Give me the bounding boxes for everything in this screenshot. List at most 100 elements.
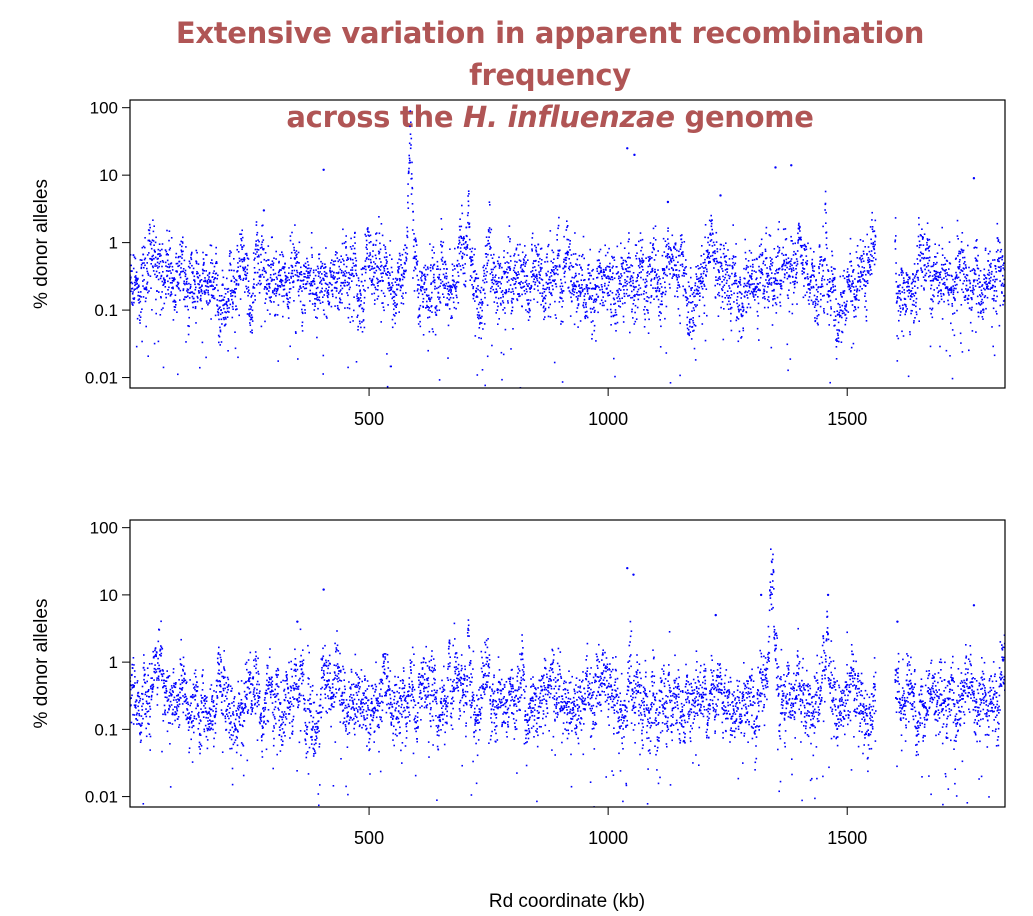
data-point	[690, 289, 692, 291]
data-point	[425, 307, 427, 309]
data-point	[955, 275, 958, 277]
data-point	[685, 299, 688, 302]
data-point	[558, 254, 560, 257]
data-point	[542, 284, 545, 287]
data-point	[860, 261, 863, 263]
data-point	[567, 251, 570, 254]
data-point	[787, 257, 790, 259]
data-point	[463, 272, 466, 275]
data-point	[499, 302, 502, 305]
data-point	[284, 262, 286, 265]
data-point	[932, 294, 934, 296]
data-point	[593, 306, 595, 309]
data-point	[665, 245, 667, 248]
data-point	[147, 355, 149, 357]
data-point	[380, 272, 382, 275]
data-point	[379, 280, 381, 282]
data-point	[677, 284, 679, 286]
data-point	[791, 303, 794, 306]
data-point	[802, 296, 805, 299]
data-point	[651, 270, 654, 272]
data-point	[465, 248, 467, 251]
data-point	[513, 253, 516, 255]
data-point	[191, 295, 194, 298]
data-point	[320, 290, 322, 292]
data-point	[908, 289, 911, 292]
data-point	[702, 277, 704, 280]
data-point	[986, 286, 989, 289]
data-point	[579, 295, 582, 297]
data-point	[786, 266, 788, 269]
data-point	[184, 269, 187, 272]
data-point	[549, 282, 551, 284]
data-point	[407, 183, 409, 185]
data-point	[385, 273, 388, 276]
data-point	[938, 290, 940, 292]
data-point	[336, 287, 338, 290]
data-point	[302, 279, 305, 281]
data-point	[826, 283, 828, 286]
data-point	[495, 288, 498, 290]
data-point	[472, 297, 475, 300]
data-point	[952, 293, 955, 295]
data-point	[329, 270, 331, 272]
data-point	[574, 284, 577, 287]
data-point	[279, 269, 281, 271]
data-point	[224, 316, 227, 319]
data-point	[329, 269, 331, 272]
data-point	[857, 281, 859, 283]
data-point	[822, 259, 825, 261]
data-point	[951, 289, 953, 292]
data-point	[967, 244, 969, 247]
data-point	[373, 261, 375, 263]
data-point	[280, 280, 282, 282]
data-point	[552, 288, 554, 291]
data-point	[813, 294, 816, 297]
data-point	[711, 245, 714, 247]
data-point	[685, 266, 687, 268]
data-point	[895, 281, 898, 283]
data-point	[390, 293, 392, 295]
data-point	[715, 279, 717, 281]
data-point	[852, 269, 855, 271]
data-point	[167, 254, 169, 256]
data-point	[341, 302, 343, 304]
data-point	[324, 282, 327, 285]
data-point	[778, 251, 780, 253]
data-point	[272, 264, 274, 266]
data-point	[855, 251, 858, 253]
data-point	[438, 379, 441, 381]
data-point	[490, 279, 493, 281]
data-point	[548, 286, 550, 289]
data-point	[210, 262, 212, 264]
data-point	[183, 280, 185, 283]
data-point	[306, 261, 309, 263]
data-point	[476, 314, 479, 316]
data-point	[636, 279, 639, 282]
data-point	[145, 286, 148, 289]
data-point	[796, 250, 799, 252]
data-point	[371, 255, 374, 258]
data-point	[385, 262, 388, 264]
data-point	[609, 268, 611, 271]
data-point	[255, 240, 257, 242]
data-point	[244, 253, 247, 255]
data-point	[986, 296, 989, 299]
data-point	[591, 295, 594, 297]
data-point	[548, 291, 551, 294]
data-point	[372, 267, 374, 270]
data-point	[966, 279, 968, 282]
data-point	[693, 309, 695, 312]
data-point	[459, 241, 461, 244]
data-point	[310, 283, 313, 285]
data-point	[485, 256, 488, 258]
data-point	[176, 270, 178, 272]
data-point	[310, 246, 313, 249]
data-point	[269, 274, 272, 276]
data-point	[145, 297, 147, 299]
data-point	[636, 306, 639, 309]
data-point	[973, 279, 976, 281]
data-point	[961, 270, 964, 272]
data-point	[585, 315, 588, 317]
data-point	[918, 244, 921, 246]
